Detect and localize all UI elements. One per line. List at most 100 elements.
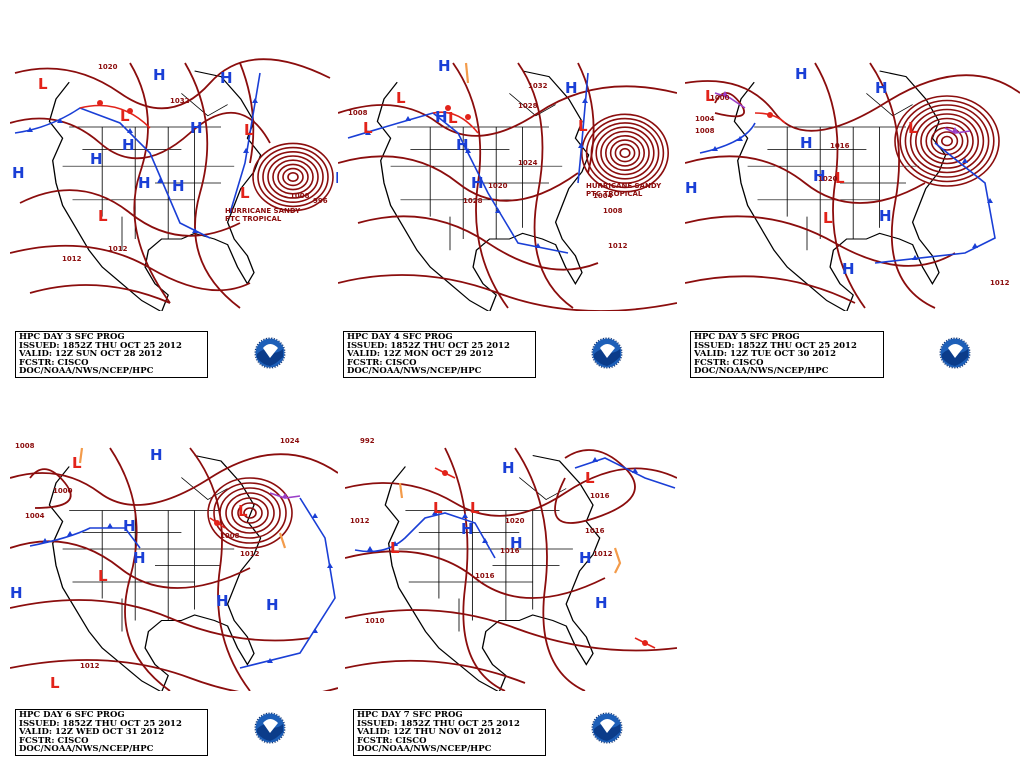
cold-front-mark bbox=[712, 146, 718, 151]
trough-line bbox=[398, 482, 404, 499]
isobar bbox=[189, 447, 251, 691]
isobar-label: 1024 bbox=[518, 159, 538, 167]
caption-day4: HPC DAY 4 SFC PROG ISSUED: 1852Z THU OCT… bbox=[343, 331, 536, 378]
isobar-label: 1016 bbox=[500, 547, 520, 555]
low-pressure-symbol: L bbox=[50, 674, 60, 691]
isobar bbox=[338, 274, 677, 311]
isobar bbox=[29, 468, 72, 509]
isobar-label: 1000 bbox=[53, 487, 73, 495]
high-pressure-symbol: H bbox=[685, 179, 698, 197]
isobar bbox=[685, 215, 956, 267]
cold-front-mark bbox=[312, 628, 318, 633]
isobar bbox=[14, 58, 331, 110]
isobar bbox=[231, 497, 269, 529]
caption-title: HPC DAY 6 SFC PROG bbox=[19, 710, 125, 720]
caption-day3: HPC DAY 3 SFC PROG ISSUED: 1852Z THU OCT… bbox=[15, 331, 208, 378]
isobar-label: 1028 bbox=[463, 197, 483, 205]
cold-front-mark bbox=[392, 541, 398, 546]
high-pressure-symbol: H bbox=[220, 69, 233, 87]
isobar bbox=[239, 62, 255, 164]
caption-valid: VALID: 12Z SUN OCT 28 2012 bbox=[19, 349, 163, 360]
isobar-label: 1016 bbox=[590, 492, 610, 500]
isobar-label: 1012 bbox=[80, 662, 100, 670]
isobar-label: 996 bbox=[313, 197, 328, 205]
isobar-label: 1012 bbox=[593, 550, 613, 558]
isobar bbox=[581, 113, 670, 193]
isobar bbox=[287, 172, 299, 183]
caption-valid: VALID: 12Z MON OCT 29 2012 bbox=[347, 349, 494, 360]
caption-day5: HPC DAY 5 SFC PROG ISSUED: 1852Z THU OCT… bbox=[690, 331, 884, 378]
cold-front-mark bbox=[952, 127, 958, 132]
cold-front-mark bbox=[912, 255, 918, 260]
cold-front-mark bbox=[535, 243, 541, 248]
isobar bbox=[345, 609, 677, 652]
cold-front-mark bbox=[482, 538, 488, 543]
low-pressure-symbol: L bbox=[120, 107, 130, 125]
cold-front-mark bbox=[578, 143, 584, 148]
high-pressure-symbol: H bbox=[133, 549, 146, 567]
cold-front-mark bbox=[127, 128, 133, 133]
isobar bbox=[595, 126, 655, 180]
isobar-label: 1008 bbox=[15, 442, 35, 450]
high-pressure-symbol: H bbox=[471, 174, 484, 192]
cold-front-line bbox=[239, 497, 336, 669]
isobar bbox=[345, 550, 606, 599]
isobar bbox=[10, 659, 338, 691]
map-panel-day4: H H H H H L L L L 1008 1032 1028 1024 1020 1028 1008 100… bbox=[338, 53, 677, 311]
isobar bbox=[225, 492, 275, 534]
isobar-label: 1012 bbox=[240, 550, 260, 558]
isobar-label: 1008 bbox=[348, 109, 368, 117]
isobar bbox=[252, 142, 334, 212]
high-pressure-symbol: H bbox=[795, 65, 808, 83]
isobar bbox=[243, 507, 257, 519]
noaa-logo-icon bbox=[591, 337, 623, 369]
cold-front-line bbox=[699, 122, 756, 154]
caption-valid: VALID: 12Z WED OCT 31 2012 bbox=[19, 727, 165, 738]
isobar bbox=[10, 599, 311, 642]
isobar-label: 992 bbox=[360, 438, 375, 445]
isobar bbox=[685, 155, 926, 204]
noaa-logo-icon bbox=[591, 712, 623, 744]
map-day3-svg: HHHHHHHHHLLLLL10201032101210121008996HUR… bbox=[10, 58, 338, 311]
caption-title: HPC DAY 5 SFC PROG bbox=[694, 332, 800, 342]
occluded-front-line bbox=[944, 127, 971, 134]
high-pressure-symbol: H bbox=[10, 584, 23, 602]
low-pressure-symbol: L bbox=[585, 469, 595, 487]
caption-forecaster: FCSTR: CISCO bbox=[694, 357, 764, 368]
cold-front-mark bbox=[432, 510, 438, 515]
high-pressure-symbol: H bbox=[461, 520, 474, 538]
low-pressure-symbol: L bbox=[390, 539, 400, 557]
low-pressure-symbol: L bbox=[72, 454, 82, 472]
high-pressure-symbol: H bbox=[190, 119, 203, 137]
low-pressure-symbol: L bbox=[578, 117, 588, 135]
isobar bbox=[604, 135, 645, 172]
isobar bbox=[614, 143, 636, 163]
isobar bbox=[345, 659, 526, 684]
isobar-label: 1004 bbox=[25, 512, 45, 520]
isobar bbox=[685, 74, 1020, 132]
isobar bbox=[237, 502, 263, 524]
cold-front-mark bbox=[42, 538, 48, 543]
warm-front-line bbox=[432, 111, 479, 134]
storm-label: PTC TROPICAL bbox=[225, 215, 282, 223]
caption-forecaster: FCSTR: CISCO bbox=[357, 735, 427, 746]
high-pressure-symbol: H bbox=[172, 177, 185, 195]
isobar bbox=[444, 447, 506, 691]
state-border bbox=[509, 93, 556, 117]
isobar bbox=[213, 482, 287, 544]
low-pressure-symbol: L bbox=[363, 119, 373, 137]
high-pressure-symbol: H bbox=[335, 169, 338, 187]
isobar-label: 1020 bbox=[505, 517, 525, 525]
isobar-label: 1012 bbox=[62, 255, 82, 263]
isobar-label: 1008 bbox=[695, 127, 715, 135]
isobar bbox=[129, 62, 171, 304]
cold-front-mark bbox=[365, 130, 371, 135]
cold-front-line bbox=[354, 512, 496, 559]
low-pressure-symbol: L bbox=[238, 502, 248, 520]
cold-front-mark bbox=[243, 148, 249, 153]
low-pressure-symbol: L bbox=[433, 499, 443, 517]
isobar bbox=[452, 62, 509, 309]
